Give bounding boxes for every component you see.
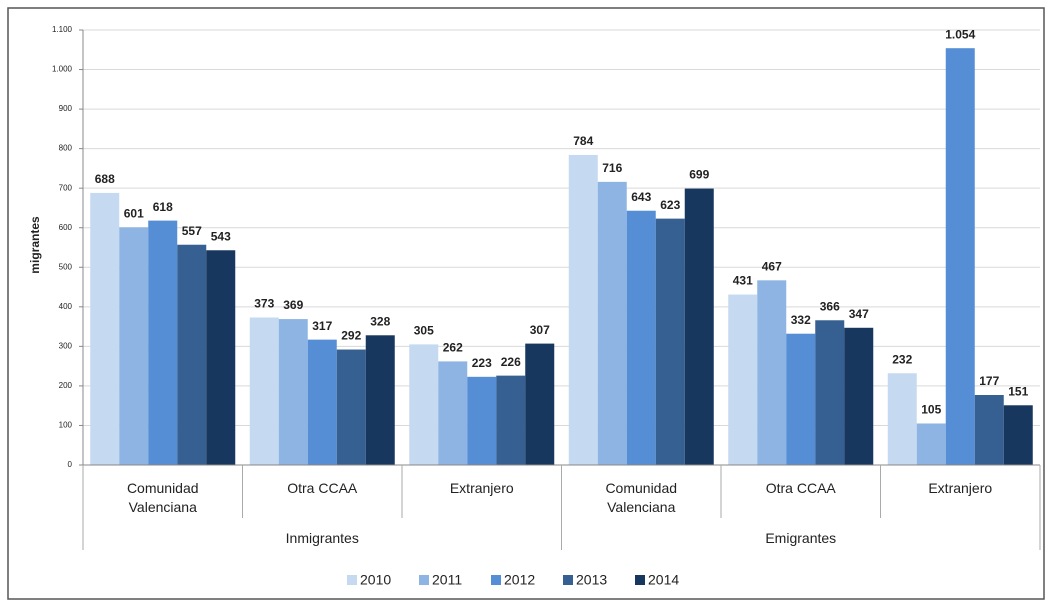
legend-label: 2013 <box>576 572 607 588</box>
data-label: 307 <box>530 323 550 337</box>
data-label: 1.054 <box>945 27 975 41</box>
data-label: 618 <box>153 200 173 214</box>
bar <box>626 210 656 465</box>
y-tick-label: 1.100 <box>52 25 73 34</box>
bar <box>438 361 468 465</box>
data-label: 223 <box>472 356 492 370</box>
bar <box>119 227 149 465</box>
data-label: 373 <box>254 297 274 311</box>
legend-swatch <box>347 575 357 585</box>
group-label: Inmigrantes <box>285 530 359 546</box>
bar <box>916 423 946 465</box>
bar <box>728 294 758 465</box>
y-tick-label: 900 <box>59 104 73 113</box>
bar <box>684 188 714 465</box>
bar <box>278 319 308 465</box>
bar <box>90 192 120 465</box>
y-tick-label: 300 <box>59 341 73 350</box>
bar <box>467 376 497 465</box>
data-label: 716 <box>602 161 622 175</box>
data-label: 177 <box>979 374 999 388</box>
bar <box>307 339 337 465</box>
legend-label: 2011 <box>432 572 462 588</box>
data-label: 784 <box>573 134 593 148</box>
bar <box>974 395 1004 465</box>
data-label: 366 <box>820 299 840 313</box>
bar <box>336 349 366 465</box>
bar <box>757 280 787 465</box>
data-label: 347 <box>849 307 869 321</box>
y-tick-label: 200 <box>59 381 73 390</box>
bar <box>1003 405 1033 465</box>
bar <box>815 320 845 465</box>
bar <box>887 373 917 465</box>
data-label: 543 <box>211 229 231 243</box>
legend-swatch <box>419 575 429 585</box>
data-label: 305 <box>414 324 434 338</box>
data-label: 557 <box>182 224 202 238</box>
data-label: 226 <box>501 355 521 369</box>
data-label: 262 <box>443 341 463 355</box>
bar <box>365 335 395 465</box>
data-label: 105 <box>921 403 941 417</box>
bar <box>496 375 526 465</box>
legend-swatch <box>491 575 501 585</box>
data-label: 292 <box>341 329 361 343</box>
data-label: 232 <box>892 352 912 366</box>
y-tick-label: 1.000 <box>52 65 73 74</box>
legend-label: 2010 <box>360 572 391 588</box>
data-label: 369 <box>283 298 303 312</box>
data-label: 601 <box>124 207 144 221</box>
y-tick-label: 100 <box>59 421 73 430</box>
x-tick-label: Otra CCAA <box>765 480 836 496</box>
x-tick-label: Otra CCAA <box>287 480 358 496</box>
data-label: 317 <box>312 319 332 333</box>
data-label: 643 <box>631 190 651 204</box>
data-label: 332 <box>791 313 811 327</box>
data-label: 623 <box>660 198 680 212</box>
data-label: 688 <box>95 172 115 186</box>
legend-label: 2014 <box>648 572 679 588</box>
y-tick-label: 500 <box>59 262 73 271</box>
data-label: 151 <box>1008 384 1028 398</box>
bar <box>597 181 627 465</box>
x-tick-label: Extranjero <box>449 480 514 496</box>
bar <box>409 344 439 465</box>
bar <box>844 327 874 465</box>
frame <box>7 7 1045 600</box>
data-label: 328 <box>370 314 390 328</box>
legend-swatch <box>635 575 645 585</box>
y-tick-label: 800 <box>59 144 73 153</box>
bar <box>525 343 555 465</box>
x-tick-label: Comunidad Valenciana <box>126 480 199 515</box>
bar <box>249 317 279 465</box>
data-label: 467 <box>762 259 782 273</box>
data-label: 699 <box>689 168 709 182</box>
y-tick-label: 0 <box>68 460 73 469</box>
bar <box>786 333 816 465</box>
group-label: Emigrantes <box>765 530 837 546</box>
bar <box>945 48 975 465</box>
y-axis-label: migrantes <box>28 216 42 274</box>
data-label: 431 <box>733 274 753 288</box>
bar <box>148 220 178 465</box>
bar <box>655 218 685 465</box>
bar <box>206 250 236 465</box>
legend-label: 2012 <box>504 572 535 588</box>
y-tick-label: 700 <box>59 183 73 192</box>
bar <box>177 244 207 465</box>
y-tick-label: 400 <box>59 302 73 311</box>
y-tick-label: 600 <box>59 223 73 232</box>
x-tick-label: Extranjero <box>928 480 993 496</box>
x-tick-label: Comunidad Valenciana <box>605 480 678 515</box>
bar <box>568 154 598 466</box>
legend-swatch <box>563 575 573 585</box>
